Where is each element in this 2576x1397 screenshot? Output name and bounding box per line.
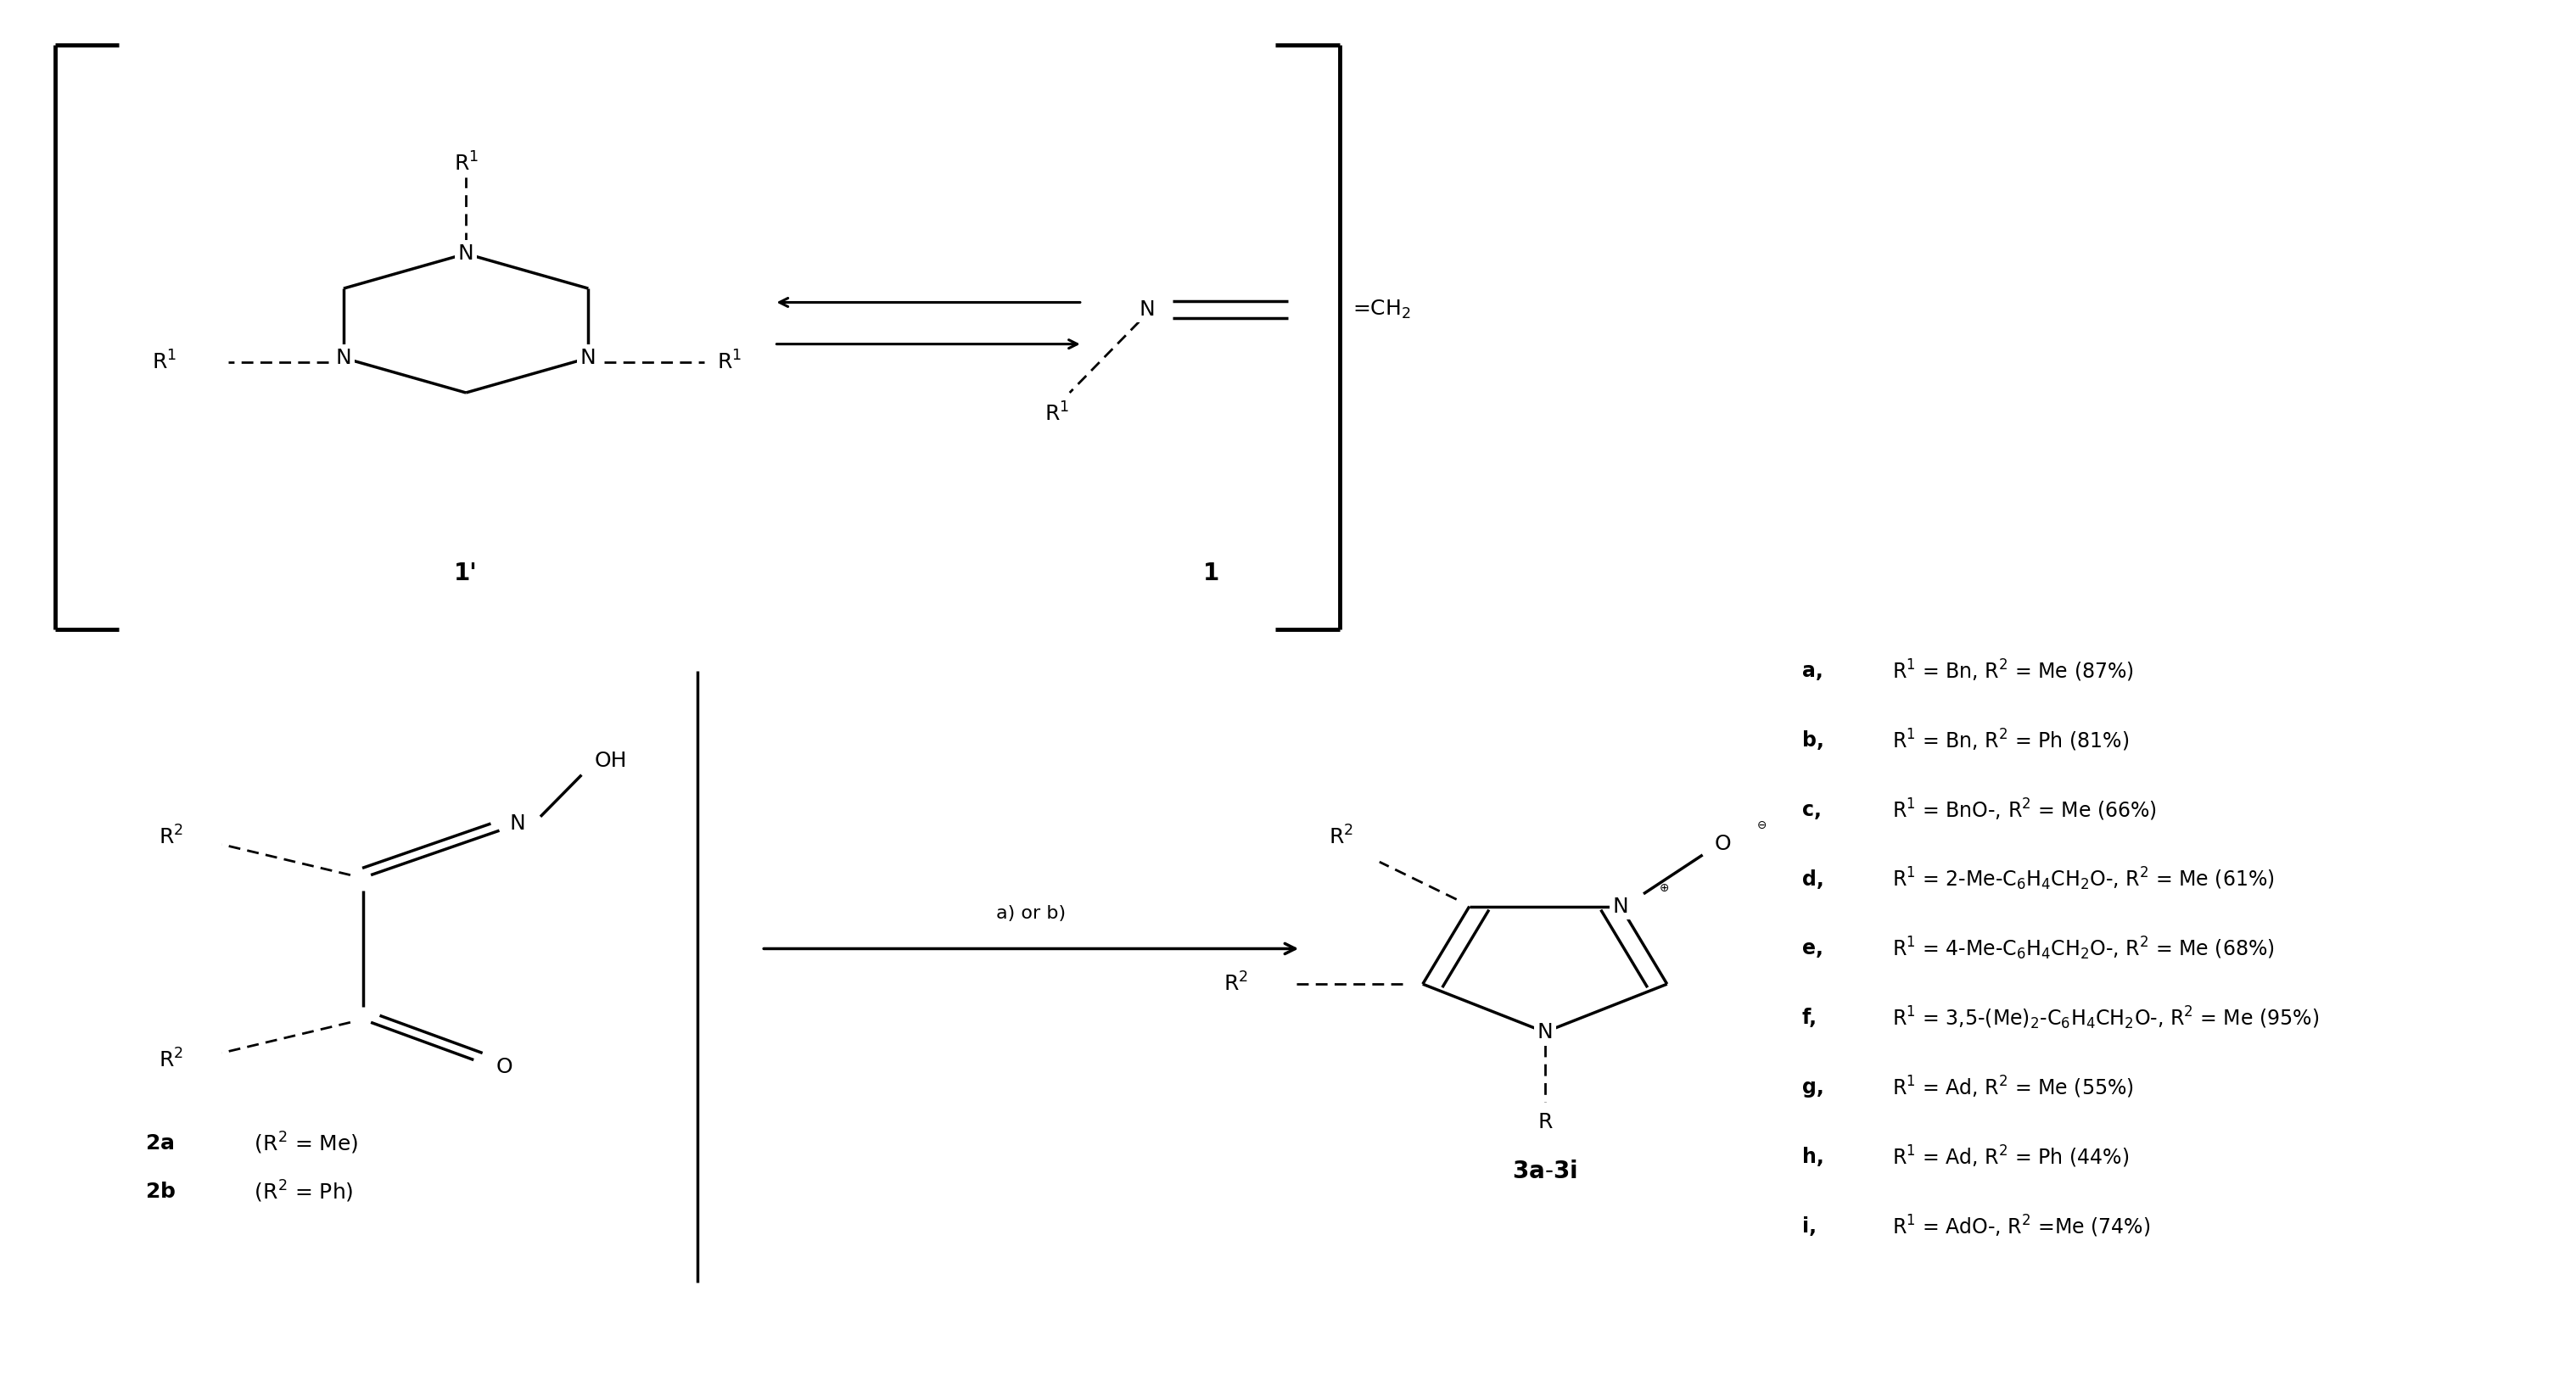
Text: =CH$_{2}$: =CH$_{2}$	[1352, 298, 1412, 320]
Text: R$^{1}$ = 2-Me-C$_{6}$H$_{4}$CH$_{2}$O-, R$^{2}$ = Me (61%): R$^{1}$ = 2-Me-C$_{6}$H$_{4}$CH$_{2}$O-,…	[1891, 866, 2275, 893]
Text: $\mathbf{3a}$-$\mathbf{3i}$: $\mathbf{3a}$-$\mathbf{3i}$	[1512, 1160, 1577, 1183]
Text: R$^{1}$ = Bn, R$^{2}$ = Me (87%): R$^{1}$ = Bn, R$^{2}$ = Me (87%)	[1891, 658, 2133, 683]
Text: R: R	[1538, 1112, 1553, 1133]
Text: R$^{1}$ = BnO-, R$^{2}$ = Me (66%): R$^{1}$ = BnO-, R$^{2}$ = Me (66%)	[1891, 796, 2156, 823]
Text: $\mathbf{2b}$: $\mathbf{2b}$	[144, 1182, 175, 1201]
Text: R$^{2}$: R$^{2}$	[1329, 826, 1352, 848]
Text: a,: a,	[1801, 661, 1824, 680]
Text: e,: e,	[1801, 939, 1824, 958]
Text: $^{\ominus}$: $^{\ominus}$	[1757, 821, 1767, 838]
Text: N: N	[580, 348, 595, 369]
Text: f,: f,	[1801, 1009, 1816, 1028]
Text: R$^{1}$ = Ad, R$^{2}$ = Ph (44%): R$^{1}$ = Ad, R$^{2}$ = Ph (44%)	[1891, 1144, 2128, 1169]
Text: c,: c,	[1801, 799, 1821, 820]
Text: $\mathbf{2a}$: $\mathbf{2a}$	[144, 1133, 175, 1154]
Text: R$^{1}$: R$^{1}$	[716, 351, 742, 373]
Text: N: N	[510, 813, 526, 834]
Text: N: N	[1613, 897, 1628, 916]
Text: b,: b,	[1801, 731, 1824, 750]
Text: R$^{2}$: R$^{2}$	[160, 826, 183, 849]
Text: R$^{1}$ = Bn, R$^{2}$ = Ph (81%): R$^{1}$ = Bn, R$^{2}$ = Ph (81%)	[1891, 728, 2128, 753]
Text: R$^{2}$: R$^{2}$	[160, 1048, 183, 1071]
Text: g,: g,	[1801, 1077, 1824, 1098]
Text: R$^{1}$ = AdO-, R$^{2}$ =Me (74%): R$^{1}$ = AdO-, R$^{2}$ =Me (74%)	[1891, 1214, 2151, 1239]
Text: (R$^{2}$ = Ph): (R$^{2}$ = Ph)	[247, 1179, 353, 1204]
Text: R$^{2}$: R$^{2}$	[1224, 972, 1247, 996]
Text: i,: i,	[1801, 1217, 1816, 1236]
Text: N: N	[1139, 299, 1154, 320]
Text: (R$^{2}$ = Me): (R$^{2}$ = Me)	[247, 1130, 358, 1157]
Text: OH: OH	[595, 750, 626, 771]
Text: O: O	[1716, 834, 1731, 854]
Text: R$^{1}$ = 3,5-(Me)$_{2}$-C$_{6}$H$_{4}$CH$_{2}$O-, R$^{2}$ = Me (95%): R$^{1}$ = 3,5-(Me)$_{2}$-C$_{6}$H$_{4}$C…	[1891, 1004, 2318, 1031]
Text: R$^{1}$ = Ad, R$^{2}$ = Me (55%): R$^{1}$ = Ad, R$^{2}$ = Me (55%)	[1891, 1074, 2133, 1101]
Text: R$^{1}$: R$^{1}$	[1043, 402, 1069, 425]
Text: $^{\oplus}$: $^{\oplus}$	[1659, 884, 1669, 901]
Text: a) or b): a) or b)	[997, 905, 1066, 922]
Text: R$^{1}$ = 4-Me-C$_{6}$H$_{4}$CH$_{2}$O-, R$^{2}$ = Me (68%): R$^{1}$ = 4-Me-C$_{6}$H$_{4}$CH$_{2}$O-,…	[1891, 936, 2275, 963]
Text: 1': 1'	[453, 562, 477, 585]
Text: N: N	[335, 348, 350, 369]
Text: d,: d,	[1801, 869, 1824, 890]
Text: O: O	[497, 1056, 513, 1077]
Text: R$^{1}$: R$^{1}$	[152, 351, 178, 373]
Text: 1: 1	[1203, 562, 1218, 585]
Text: N: N	[459, 243, 474, 264]
Text: R$^{1}$: R$^{1}$	[453, 152, 479, 175]
Text: N: N	[1538, 1021, 1553, 1042]
Text: h,: h,	[1801, 1147, 1824, 1168]
